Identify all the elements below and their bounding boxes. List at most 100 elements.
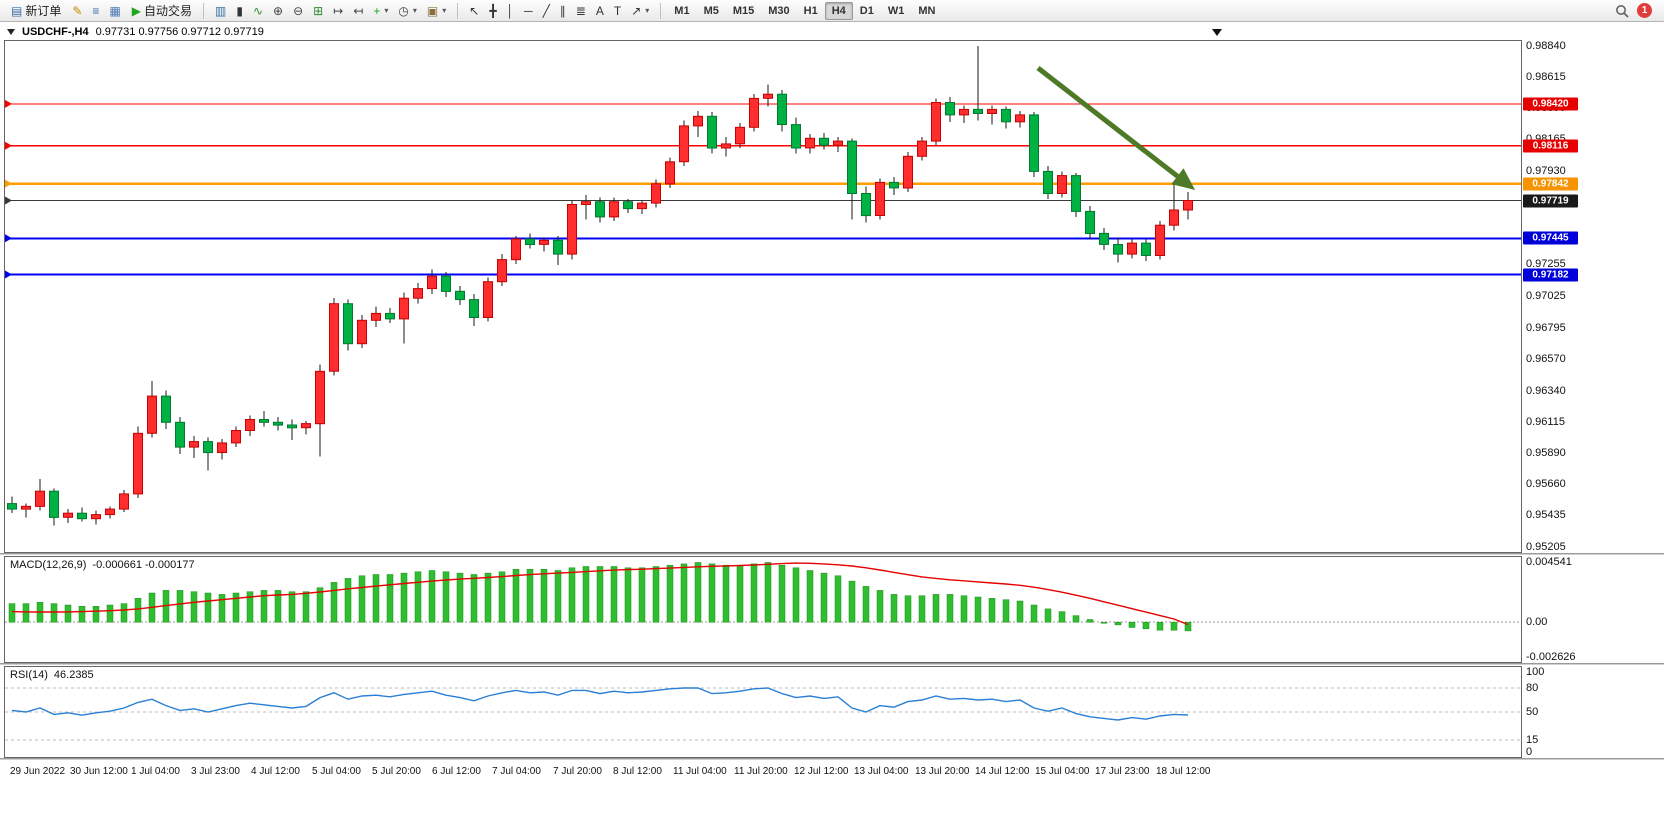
timeframe-mn-button[interactable]: MN — [911, 2, 942, 20]
timeframe-m30-button[interactable]: M30 — [761, 2, 796, 20]
price-tick-label: 0.98615 — [1526, 71, 1566, 83]
metaeditor-button[interactable]: ✎ — [67, 1, 87, 20]
arrows-button[interactable]: ↗ ▾ — [626, 1, 654, 20]
horizontal-line-button[interactable]: ─ — [519, 1, 538, 20]
trendline-icon: ╱ — [542, 3, 550, 18]
charts-toolbar-group: ▥ ▮ ∿ ⊕ ⊖ ⊞ ↦ ↤ + ▾ ◷ ▾ ▣ ▾ — [210, 1, 451, 20]
rsi-value: 46.2385 — [53, 669, 94, 681]
price-tick-label: 0.97025 — [1526, 290, 1566, 302]
rsi-axis-label: 50 — [1526, 706, 1539, 718]
cursor-button[interactable]: ↖ — [464, 1, 484, 20]
data-window-button[interactable]: ▦ — [104, 1, 125, 20]
channel-button[interactable]: ∥ — [555, 1, 571, 20]
periods-button[interactable]: ◷ ▾ — [393, 1, 422, 20]
price-tick-label: 0.95205 — [1526, 541, 1566, 553]
macd-values: -0.000661 -0.000177 — [92, 559, 195, 571]
macd-indicator-label: MACD(12,26,9) -0.000661 -0.000177 — [10, 559, 195, 571]
time-axis-label: 7 Jul 20:00 — [553, 766, 602, 777]
timeframe-m1-button[interactable]: M1 — [667, 2, 696, 20]
price-line-badge: 0.98420 — [1523, 97, 1578, 111]
price-tick-label: 0.95890 — [1526, 447, 1566, 459]
templates-icon: ▣ — [426, 3, 439, 18]
time-axis-label: 1 Jul 04:00 — [131, 766, 180, 777]
timeframe-m15-button[interactable]: M15 — [726, 2, 761, 20]
rsi-canvas[interactable] — [4, 666, 1522, 758]
rsi-axis-label: 80 — [1526, 682, 1539, 694]
indicators-button[interactable]: + ▾ — [368, 1, 393, 20]
price-tick-label: 0.95660 — [1526, 478, 1566, 490]
crosshair-button[interactable]: ╋ — [484, 1, 501, 20]
time-axis-label: 11 Jul 20:00 — [734, 766, 788, 777]
market-watch-button[interactable]: ≡ — [87, 1, 104, 20]
search-icon[interactable] — [1615, 4, 1629, 18]
tile-windows-button[interactable]: ⊞ — [308, 1, 328, 20]
timeframe-d1-button[interactable]: D1 — [853, 2, 881, 20]
auto-scroll-button[interactable]: ↦ — [328, 1, 348, 20]
chart-line-button[interactable]: ∿ — [248, 1, 268, 20]
trendline-button[interactable]: ╱ — [538, 1, 555, 20]
zoom-in-icon: ⊕ — [273, 3, 284, 18]
chart-candles-button[interactable]: ▮ — [231, 1, 248, 20]
time-axis-label: 11 Jul 04:00 — [673, 766, 727, 777]
window-menu-icon[interactable] — [7, 29, 15, 35]
chart-shift-button[interactable]: ↤ — [348, 1, 368, 20]
macd-axis-label: 0.00 — [1526, 616, 1548, 628]
data-window-icon: ▦ — [109, 3, 121, 18]
panel-splitter[interactable] — [0, 553, 1664, 556]
indicators-dropdown-arrow: ▾ — [384, 6, 389, 15]
rsi-indicator-label: RSI(14) 46.2385 — [10, 669, 94, 681]
time-axis-label: 6 Jul 12:00 — [432, 766, 481, 777]
time-axis-label: 29 Jun 2022 — [10, 766, 66, 777]
timeframes-toolbar-group: M1 M5 M15 M30 H1 H4 D1 W1 MN — [667, 1, 942, 20]
vertical-line-button[interactable]: │ — [502, 1, 520, 20]
text-label-button[interactable]: T — [609, 1, 626, 20]
time-axis-label: 4 Jul 12:00 — [251, 766, 300, 777]
price-line-badge: 0.97445 — [1523, 231, 1578, 245]
chart-title-bar: USDCHF-,H4 0.97731 0.97756 0.97712 0.977… — [7, 25, 264, 39]
file-toolbar-group: ✎ ≡ ▦ — [67, 1, 125, 20]
panel-splitter[interactable] — [0, 663, 1664, 666]
macd-axis-label: -0.002626 — [1526, 651, 1576, 663]
timeframe-h4-button[interactable]: H4 — [824, 1, 853, 20]
price-tick-label: 0.96115 — [1526, 416, 1565, 428]
text-button[interactable]: A — [591, 1, 609, 20]
toolbar-right-group: 1 — [1615, 3, 1658, 18]
fibonacci-button[interactable]: ≣ — [571, 1, 591, 20]
price-chart-canvas[interactable] — [4, 40, 1522, 553]
main-toolbar: ▤ 新订单 ✎ ≡ ▦ ▶ 自动交易 ▥ ▮ ∿ ⊕ ⊖ ⊞ ↦ ↤ + ▾ ◷ ▾ ▣ ▾ ↖ ╋ │ ─ ╱ ∥ ≣ A… — [0, 0, 1664, 22]
time-axis[interactable]: 29 Jun 2022 30 Jun 12:00 1 Jul 04:00 3 Jul … — [4, 761, 1522, 782]
timeframe-w1-button[interactable]: W1 — [881, 2, 912, 20]
rsi-name: RSI(14) — [10, 669, 48, 681]
indicators-icon: + — [373, 3, 381, 18]
price-axis[interactable]: 0.988400.986150.983900.981650.979300.977… — [1523, 22, 1663, 784]
time-axis-label: 5 Jul 04:00 — [312, 766, 361, 777]
new-order-icon: ▤ — [11, 3, 23, 18]
panel-splitter[interactable] — [0, 758, 1664, 761]
timeframe-h1-button[interactable]: H1 — [797, 2, 825, 20]
price-line-badge: 0.97182 — [1523, 268, 1578, 282]
zoom-in-button[interactable]: ⊕ — [268, 1, 288, 20]
notification-badge[interactable]: 1 — [1637, 3, 1652, 18]
text-label-icon: T — [613, 3, 622, 18]
autotrade-play-icon: ▶ — [131, 3, 142, 18]
new-order-button[interactable]: ▤ 新订单 — [6, 1, 66, 20]
time-axis-label: 12 Jul 12:00 — [794, 766, 849, 777]
chart-bars-button[interactable]: ▥ — [210, 1, 231, 20]
toolbar-separator — [660, 2, 662, 19]
rsi-axis-label: 100 — [1526, 666, 1545, 678]
zoom-out-button[interactable]: ⊖ — [288, 1, 308, 20]
macd-axis-label: 0.004541 — [1526, 556, 1572, 568]
crosshair-icon: ╋ — [489, 3, 497, 18]
autotrade-button[interactable]: ▶ 自动交易 — [127, 1, 197, 20]
autotrade-label: 自动交易 — [144, 4, 193, 18]
price-tick-label: 0.98840 — [1526, 40, 1566, 52]
toolbar-separator — [457, 2, 459, 19]
time-axis-label: 15 Jul 04:00 — [1035, 766, 1090, 777]
time-axis-label: 30 Jun 12:00 — [70, 766, 128, 777]
time-axis-label: 14 Jul 12:00 — [975, 766, 1030, 777]
periods-icon: ◷ — [398, 3, 409, 18]
macd-canvas[interactable] — [4, 556, 1522, 663]
price-line-badge: 0.97719 — [1523, 194, 1578, 208]
templates-button[interactable]: ▣ ▾ — [422, 1, 451, 20]
timeframe-m5-button[interactable]: M5 — [697, 2, 726, 20]
